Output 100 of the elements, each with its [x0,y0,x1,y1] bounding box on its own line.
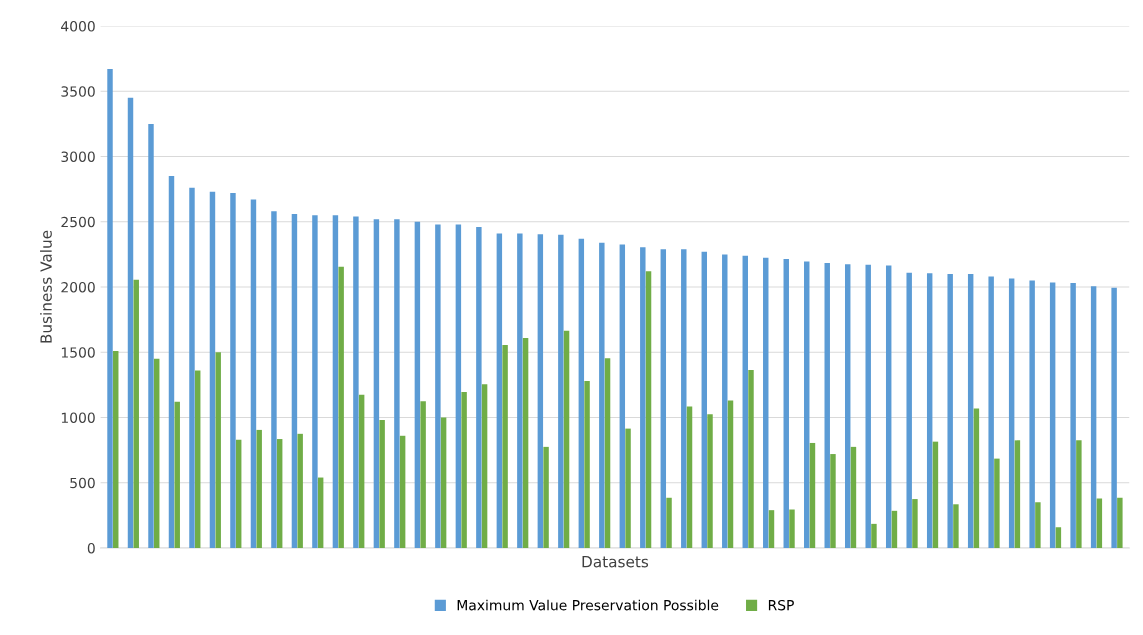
bar [824,262,830,548]
bar [440,417,447,548]
bar [481,384,488,548]
bar [584,380,590,548]
bar [994,458,1000,548]
bar [215,352,221,548]
bar [1029,280,1035,548]
bar [379,420,385,548]
bar [748,369,754,548]
bar [297,433,303,548]
bar [414,221,421,548]
bar [727,400,734,548]
bar [476,226,482,548]
bar [809,442,816,548]
bar [789,509,795,548]
bar [619,244,626,548]
bar [625,428,631,548]
bar [850,446,857,548]
bar [148,123,154,548]
bar [537,234,544,548]
y-tick-label: 1500 [61,347,95,358]
bar [1117,497,1123,548]
bar [768,510,775,548]
bar [1055,527,1062,548]
bar [742,255,748,548]
bar [1008,278,1015,548]
bar [1096,498,1103,548]
bar [783,258,789,548]
bar [399,435,406,548]
bar [871,523,877,548]
y-axis-title: Business Value [40,230,52,343]
bar [496,233,503,548]
bar [681,249,687,548]
bar [127,97,134,548]
bar [926,273,933,548]
bar [988,276,994,548]
y-tick-label: 1000 [61,412,95,423]
bar [209,191,216,548]
bar [1049,282,1056,548]
bar [763,257,769,548]
bar [230,193,236,548]
bar [256,429,262,548]
bar [502,345,508,548]
bar [563,330,570,548]
bar [338,266,344,548]
bar [271,211,277,548]
bar [599,242,605,548]
bar [1070,283,1076,548]
y-tick-label: 3500 [61,86,95,97]
bar [517,233,523,548]
bar [865,264,871,548]
bar [1014,440,1021,548]
y-tick-label: 4000 [61,21,95,32]
y-tick-label: 2000 [61,281,95,293]
bar [578,238,585,548]
bar [317,477,324,548]
y-tick-label: 3000 [61,151,95,162]
bar [686,406,693,548]
bar [420,401,426,548]
bar [707,414,713,548]
bar [332,215,339,548]
bar [912,499,918,548]
y-tick-label: 500 [70,477,95,489]
bar [133,279,139,548]
bar [722,254,728,548]
bar [373,219,380,548]
bar [645,271,652,548]
bar [154,358,160,548]
bar [235,439,242,548]
bar [168,176,175,548]
bar [353,216,359,548]
bar [250,199,257,548]
bar [107,69,113,548]
bar [830,454,836,548]
bar [973,408,980,548]
bar [804,261,810,548]
legend-label: Maximum Value Preservation Possible [457,599,719,611]
bar [558,234,564,548]
bar [604,358,611,548]
bar [394,219,400,548]
legend-label: RSP [768,599,794,611]
bar [666,497,672,548]
bar [522,337,529,548]
bar [1035,502,1041,548]
bar [113,350,119,548]
bar [194,370,201,548]
bar [174,401,180,548]
bar [276,439,283,548]
bar [461,392,467,548]
bar [1090,286,1097,548]
bar [189,187,195,548]
bar [947,273,953,548]
y-tick-label: 2500 [61,216,95,228]
bar [845,264,851,548]
bar [906,272,912,548]
bar [1111,287,1117,548]
y-tick-label: 0 [87,542,95,554]
bar [932,441,939,548]
bar [358,394,365,548]
bar [1076,440,1082,548]
